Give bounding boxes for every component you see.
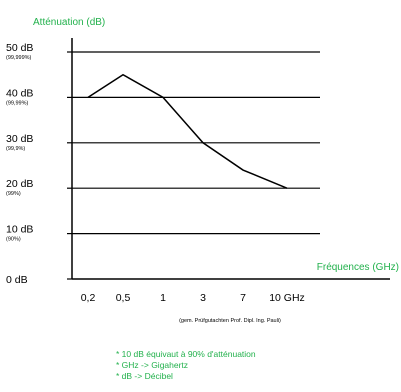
x-tick-label: 0,5 xyxy=(116,292,131,304)
x-tick-label: 10 GHz xyxy=(269,292,305,304)
y-tick-label: 20 dB xyxy=(6,178,33,190)
footnote-item: 10 dB équivaut à 90% d'atténuation xyxy=(116,349,256,360)
y-tick-label: 50 dB xyxy=(6,42,33,54)
x-tick-label: 1 xyxy=(160,292,166,304)
y-tick-sublabel: (99,9%) xyxy=(6,146,25,152)
y-tick-sublabel: (99,99%) xyxy=(6,100,28,106)
series-line xyxy=(88,75,287,189)
x-tick-label: 0,2 xyxy=(81,292,96,304)
y-tick-label: 40 dB xyxy=(6,87,33,99)
y-tick-label: 10 dB xyxy=(6,224,33,236)
y-tick-sublabel: (90%) xyxy=(6,237,21,243)
y-tick-label: 30 dB xyxy=(6,133,33,145)
y-tick-sublabel: (99,999%) xyxy=(6,55,32,61)
footnote-item: GHz -> Gigahertz xyxy=(116,360,256,371)
y-tick-sublabel: (99%) xyxy=(6,191,21,197)
footnote-item: dB -> Décibel xyxy=(116,371,256,382)
series xyxy=(88,75,287,189)
x-axis-label: Fréquences (GHz) xyxy=(317,262,399,273)
x-tick-label: 3 xyxy=(200,292,206,304)
source-note: (gem. Prüfgutachten Prof. Dipl. Ing. Pau… xyxy=(179,318,281,324)
axes xyxy=(72,38,390,279)
y-tick-label: 0 dB xyxy=(6,274,28,286)
x-tick-labels: 0,2 0,5 1 3 7 10 GHz xyxy=(81,292,305,304)
footnotes: 10 dB équivaut à 90% d'atténuation GHz -… xyxy=(116,349,256,382)
y-tick-labels: 50 dB(99,999%) 40 dB(99,99%) 30 dB(99,9%) 2… xyxy=(6,42,33,286)
x-tick-label: 7 xyxy=(240,292,246,304)
chart-title: Atténuation (dB) xyxy=(33,17,105,28)
